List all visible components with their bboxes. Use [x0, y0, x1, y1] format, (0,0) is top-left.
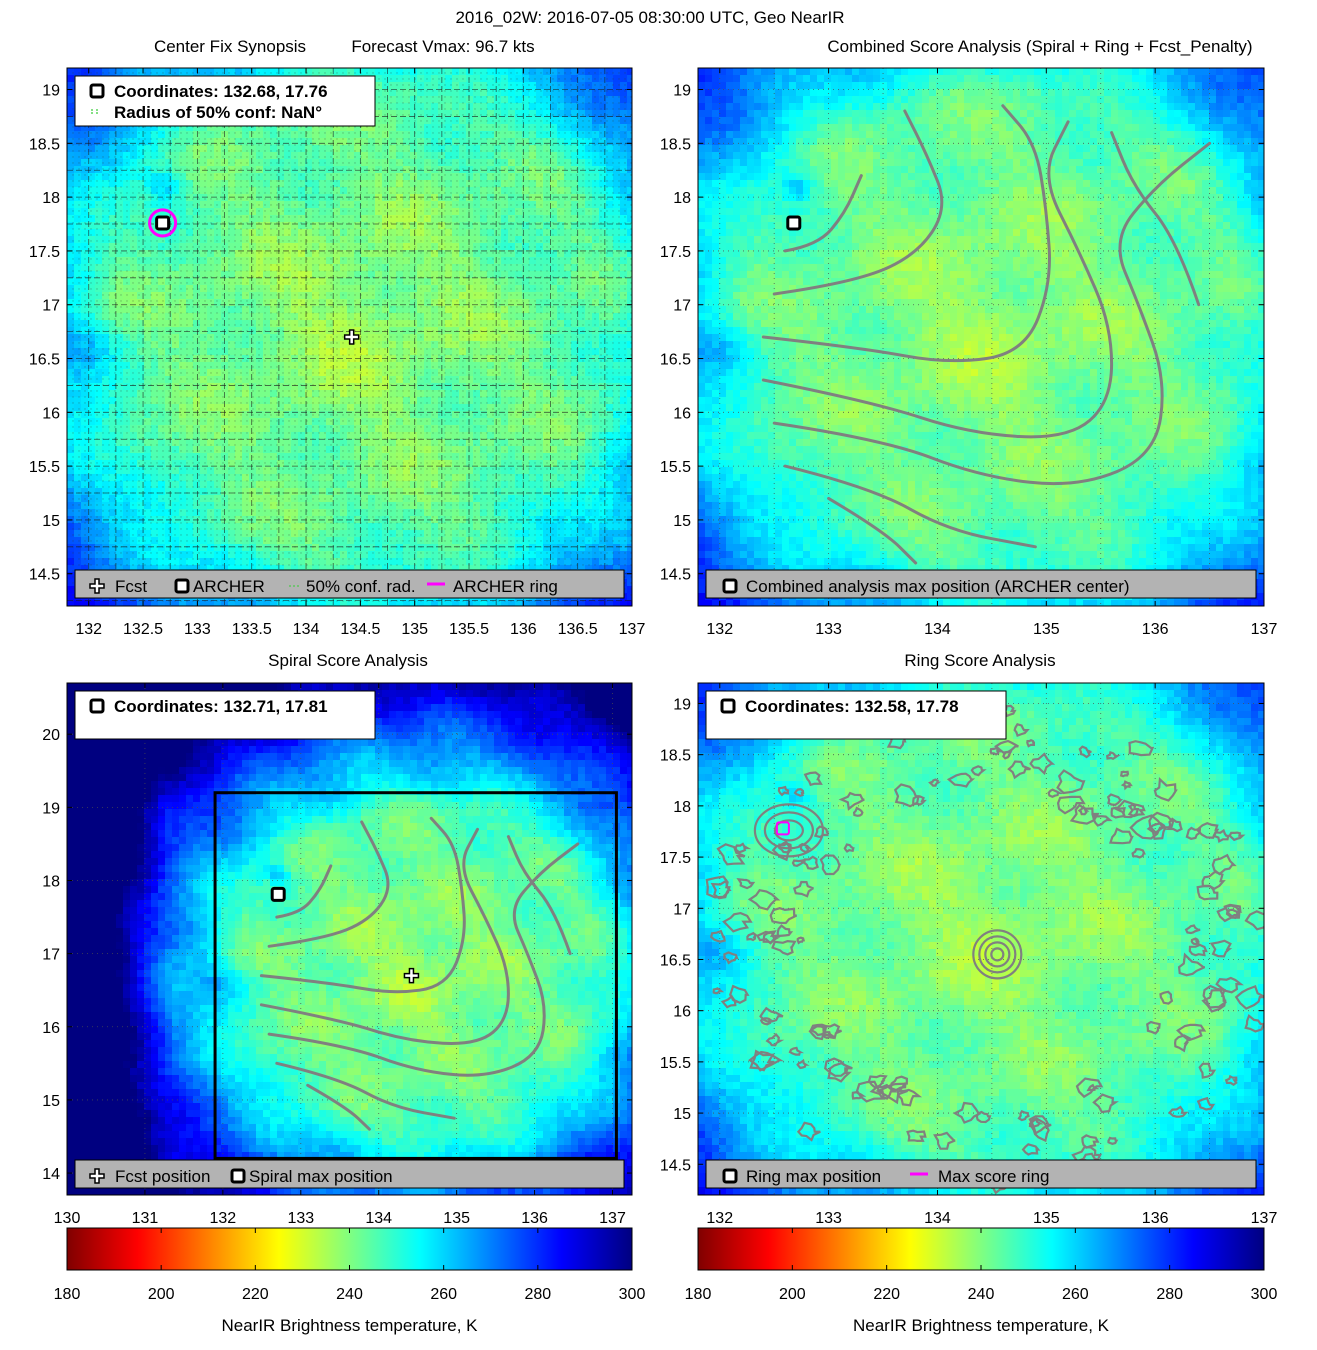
figure-title: 2016_02W: 2016-07-05 08:30:00 UTC, Geo N…	[455, 8, 844, 27]
synopsis-subtitle: Forecast Vmax: 96.7 kts	[351, 37, 534, 56]
panel-center-fix-synopsis: Center Fix Synopsis Forecast Vmax: 96.7 …	[29, 37, 646, 638]
synopsis-title: Center Fix Synopsis	[154, 37, 306, 56]
